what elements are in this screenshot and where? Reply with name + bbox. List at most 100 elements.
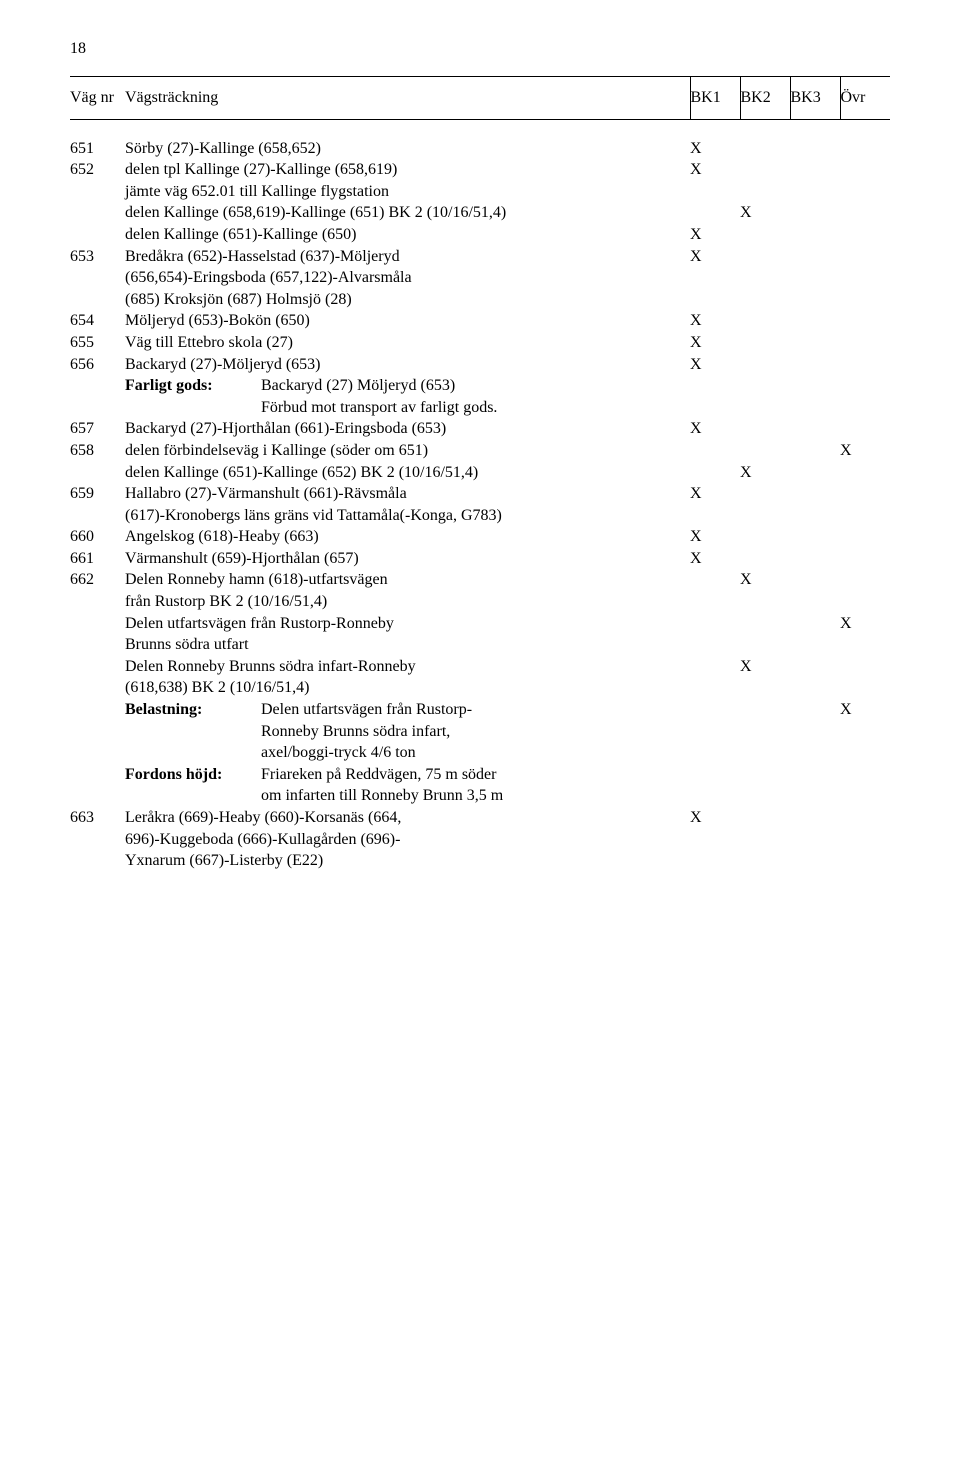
label-fordons-hojd: Fordons höjd: [125, 764, 255, 807]
table-header: Väg nr Vägsträckning BK1 BK2 BK3 Övr [70, 77, 890, 120]
table-row: 656 Backaryd (27)-Möljeryd (653) Farligt… [70, 354, 890, 419]
mark-bk1: X [690, 807, 740, 872]
desc-line: Backaryd (27)-Möljeryd (653) [125, 356, 321, 373]
desc-line: Yxnarum (667)-Listerby (E22) [125, 852, 323, 869]
road-desc: Delen Ronneby hamn (618)-utfartsvägen fr… [125, 569, 690, 612]
desc-line: Delen Ronneby Brunns södra infart-Ronneb… [125, 658, 416, 675]
note-line: om infarten till Ronneby Brunn 3,5 m [261, 787, 503, 804]
table-row: 660 Angelskog (618)-Heaby (663) X [70, 526, 890, 548]
note-line: Delen utfartsvägen från Rustorp- [261, 701, 472, 718]
mark-bk2: X [740, 656, 790, 699]
mark-ovr: X [840, 699, 890, 764]
table-row: Belastning: Delen utfartsvägen från Rust… [70, 699, 890, 764]
road-desc: delen tpl Kallinge (27)-Kallinge (658,61… [125, 159, 690, 202]
desc-line: Leråkra (669)-Heaby (660)-Korsanäs (664, [125, 809, 401, 826]
header-desc: Vägsträckning [125, 77, 690, 120]
table-row: 652 delen tpl Kallinge (27)-Kallinge (65… [70, 159, 890, 202]
table-row: 651 Sörby (27)-Kallinge (658,652) X [70, 119, 890, 159]
table-row: 661 Värmanshult (659)-Hjorthålan (657) X [70, 548, 890, 570]
label-belastning: Belastning: [125, 699, 255, 764]
desc-line: Brunns södra utfart [125, 636, 249, 653]
header-bk1: BK1 [690, 77, 740, 120]
mark-ovr: X [840, 613, 890, 656]
road-desc: Backaryd (27)-Möljeryd (653) Farligt god… [125, 354, 690, 419]
road-desc: delen förbindelseväg i Kallinge (söder o… [125, 440, 690, 462]
table-row: 653 Bredåkra (652)-Hasselstad (637)-Mölj… [70, 246, 890, 311]
road-number: 654 [70, 310, 125, 332]
road-desc: Leråkra (669)-Heaby (660)-Korsanäs (664,… [125, 807, 690, 872]
road-desc: delen Kallinge (651)-Kallinge (650) [125, 224, 690, 246]
mark-bk1: X [690, 548, 740, 570]
desc-line: (685) Kroksjön (687) Holmsjö (28) [125, 291, 352, 308]
road-desc: Sörby (27)-Kallinge (658,652) [125, 119, 690, 159]
road-number: 657 [70, 418, 125, 440]
table-row: 659 Hallabro (27)-Värmanshult (661)-Rävs… [70, 483, 890, 526]
mark-bk1: X [690, 526, 740, 548]
table-row: 655 Väg till Ettebro skola (27) X [70, 332, 890, 354]
road-desc: Delen utfartsvägen från Rustorp-Ronneby … [125, 613, 690, 656]
road-number: 651 [70, 119, 125, 159]
mark-bk1: X [690, 246, 740, 311]
road-number: 659 [70, 483, 125, 526]
mark-bk1: X [690, 224, 740, 246]
road-desc: Angelskog (618)-Heaby (663) [125, 526, 690, 548]
road-desc: delen Kallinge (658,619)-Kallinge (651) … [125, 202, 690, 224]
mark-bk1: X [690, 332, 740, 354]
labelled-note: Farligt gods: Backaryd (27) Möljeryd (65… [125, 375, 690, 418]
mark-bk1: X [690, 119, 740, 159]
mark-bk2: X [740, 462, 790, 484]
road-number: 655 [70, 332, 125, 354]
mark-bk1: X [690, 418, 740, 440]
desc-line: 696)-Kuggeboda (666)-Kullagården (696)- [125, 831, 400, 848]
road-number: 652 [70, 159, 125, 202]
mark-bk1: X [690, 354, 740, 419]
mark-bk1: X [690, 310, 740, 332]
header-num: Väg nr [70, 77, 125, 120]
table-row: 658 delen förbindelseväg i Kallinge (söd… [70, 440, 890, 462]
page-number: 18 [70, 40, 890, 58]
table-row: Delen utfartsvägen från Rustorp-Ronneby … [70, 613, 890, 656]
mark-bk1: X [690, 159, 740, 202]
road-number: 660 [70, 526, 125, 548]
table-row: Delen Ronneby Brunns södra infart-Ronneb… [70, 656, 890, 699]
road-number: 656 [70, 354, 125, 419]
page: 18 Väg nr Vägsträckning BK1 BK2 BK3 Övr … [0, 0, 960, 912]
desc-line: från Rustorp BK 2 (10/16/51,4) [125, 593, 327, 610]
road-number: 661 [70, 548, 125, 570]
desc-line: (656,654)-Eringsboda (657,122)-Alvarsmål… [125, 269, 412, 286]
note-line: axel/boggi-tryck 4/6 ton [261, 744, 416, 761]
road-desc: Backaryd (27)-Hjorthålan (661)-Eringsbod… [125, 418, 690, 440]
road-desc: Värmanshult (659)-Hjorthålan (657) [125, 548, 690, 570]
labelled-note: Belastning: Delen utfartsvägen från Rust… [125, 699, 690, 764]
mark-bk2: X [740, 569, 790, 612]
table-row: 663 Leråkra (669)-Heaby (660)-Korsanäs (… [70, 807, 890, 872]
note-text: Delen utfartsvägen från Rustorp- Ronneby… [261, 699, 690, 764]
table-row: Fordons höjd: Friareken på Reddvägen, 75… [70, 764, 890, 807]
road-number: 653 [70, 246, 125, 311]
desc-line: (617)-Kronobergs läns gräns vid Tattamål… [125, 507, 502, 524]
desc-line: Delen Ronneby hamn (618)-utfartsvägen [125, 571, 388, 588]
table-row: 662 Delen Ronneby hamn (618)-utfartsväge… [70, 569, 890, 612]
note-line: Friareken på Reddvägen, 75 m söder [261, 766, 496, 783]
road-desc: Fordons höjd: Friareken på Reddvägen, 75… [125, 764, 690, 807]
header-bk2: BK2 [740, 77, 790, 120]
mark-ovr: X [840, 440, 890, 462]
road-number: 658 [70, 440, 125, 462]
table-row: 657 Backaryd (27)-Hjorthålan (661)-Ering… [70, 418, 890, 440]
table-row: delen Kallinge (658,619)-Kallinge (651) … [70, 202, 890, 224]
desc-line: jämte väg 652.01 till Kallinge flygstati… [125, 183, 389, 200]
desc-line: delen tpl Kallinge (27)-Kallinge (658,61… [125, 161, 397, 178]
desc-line: Delen utfartsvägen från Rustorp-Ronneby [125, 615, 394, 632]
note-text: Backaryd (27) Möljeryd (653) Förbud mot … [261, 375, 690, 418]
note-line: Backaryd (27) Möljeryd (653) [261, 377, 455, 394]
header-bk3: BK3 [790, 77, 840, 120]
road-table: Väg nr Vägsträckning BK1 BK2 BK3 Övr 651… [70, 76, 890, 872]
road-desc: Belastning: Delen utfartsvägen från Rust… [125, 699, 690, 764]
labelled-note: Fordons höjd: Friareken på Reddvägen, 75… [125, 764, 690, 807]
road-number: 662 [70, 569, 125, 612]
note-text: Friareken på Reddvägen, 75 m söder om in… [261, 764, 690, 807]
road-number: 663 [70, 807, 125, 872]
note-line: Förbud mot transport av farligt gods. [261, 399, 497, 416]
road-desc: delen Kallinge (651)-Kallinge (652) BK 2… [125, 462, 690, 484]
road-desc: Hallabro (27)-Värmanshult (661)-Rävsmåla… [125, 483, 690, 526]
